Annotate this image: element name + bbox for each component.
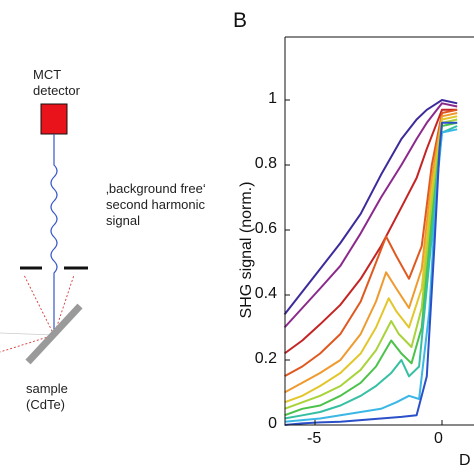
series-line-4 — [284, 108, 458, 378]
incident-beam — [0, 332, 55, 336]
series-line-9 — [284, 125, 458, 420]
signal-label-line-2: second harmonic — [106, 197, 205, 212]
scatter-ray-1 — [23, 274, 55, 336]
series-line-8 — [284, 121, 458, 417]
series-line-6 — [284, 115, 458, 404]
x-tick-label: -5 — [307, 430, 322, 447]
signal-label-line-3: signal — [106, 213, 140, 228]
y-tick-label: 0.6 — [254, 220, 277, 237]
series-line-5 — [284, 112, 458, 394]
detector-label: MCT detector — [33, 67, 80, 99]
signal-label-line-1: ‚background free‘ — [106, 181, 206, 196]
signal-label: ‚background free‘ second harmonic signal — [106, 181, 206, 229]
series-line-7 — [284, 118, 458, 410]
setup-schematic — [0, 103, 88, 365]
detector-label-line-1: MCT — [33, 67, 62, 82]
series-line-11 — [284, 121, 458, 426]
shg-signal-beam — [50, 134, 58, 335]
y-tick-label: 0.8 — [254, 155, 277, 172]
y-tick-label: 0 — [268, 415, 277, 432]
y-tick-label: 1 — [268, 90, 277, 107]
sample-label-line-2: (CdTe) — [26, 397, 66, 412]
sample-label-line-1: sample — [26, 381, 68, 396]
sample-label: sample (CdTe) — [26, 381, 68, 413]
mct-detector — [40, 103, 68, 135]
series-line-3 — [283, 108, 458, 355]
sample-plate — [25, 303, 83, 365]
scatter-ray-2 — [53, 274, 75, 336]
y-tick-label: 0.4 — [254, 285, 277, 302]
x-tick-label: 0 — [434, 430, 443, 447]
y-tick-label: 0.2 — [254, 350, 277, 367]
scatter-ray-3 — [0, 334, 55, 353]
detector-label-line-2: detector — [33, 83, 80, 98]
series-line-2 — [283, 102, 458, 329]
series-line-1 — [283, 99, 458, 316]
x-axis-label: D — [459, 452, 471, 469]
panel-letter-b: B — [233, 9, 248, 32]
